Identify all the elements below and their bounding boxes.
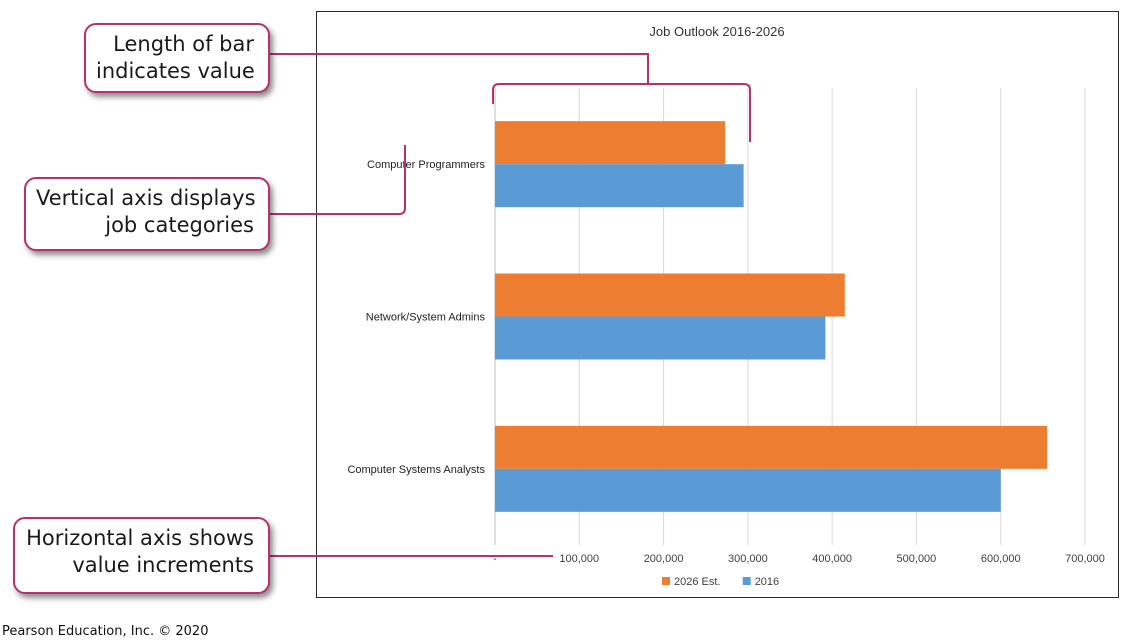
callout-line: value increments bbox=[72, 553, 254, 577]
bar-length-callout: Length of bar indicates value bbox=[84, 23, 270, 93]
bar-2026-est bbox=[495, 425, 1048, 469]
legend-swatch bbox=[662, 577, 670, 585]
callout-line: Horizontal axis shows bbox=[26, 526, 254, 550]
callout-line: Length of bar bbox=[113, 32, 254, 56]
bar-2016 bbox=[495, 316, 826, 360]
bar-2026-est bbox=[495, 273, 845, 317]
x-tick-label: 700,000 bbox=[1065, 553, 1105, 565]
bar-2016 bbox=[495, 468, 1001, 512]
callout-line: indicates value bbox=[96, 59, 255, 83]
x-tick-label: 300,000 bbox=[728, 553, 768, 565]
copyright-credit: Pearson Education, Inc. © 2020 bbox=[2, 624, 209, 639]
callout-line: job categories bbox=[105, 213, 254, 237]
legend-label: 2026 Est. bbox=[674, 576, 720, 588]
x-tick-label: 400,000 bbox=[812, 553, 852, 565]
chart-title: Job Outlook 2016-2026 bbox=[649, 24, 784, 39]
callout-line: Vertical axis displays bbox=[36, 186, 256, 210]
chart-frame: Job Outlook 2016-2026 - 100,000 200,000 300,… bbox=[316, 11, 1119, 598]
y-category-label: Computer Systems Analysts bbox=[347, 464, 485, 476]
x-tick-label: - bbox=[493, 553, 497, 565]
y-category-label: Computer Programmers bbox=[367, 159, 485, 171]
bar-2016 bbox=[495, 164, 744, 208]
x-tick-label: 200,000 bbox=[644, 553, 684, 565]
x-tick-label: 600,000 bbox=[981, 553, 1021, 565]
y-category-label: Network/System Admins bbox=[366, 312, 486, 324]
legend-swatch bbox=[742, 577, 751, 585]
x-tick-label: 100,000 bbox=[559, 553, 599, 565]
legend-label: 2016 bbox=[755, 576, 779, 588]
bar-chart: Job Outlook 2016-2026 - 100,000 200,000 300,… bbox=[347, 24, 1105, 588]
vertical-axis-callout: Vertical axis displays job categories bbox=[24, 177, 270, 251]
bar-2026-est bbox=[495, 121, 726, 165]
horizontal-axis-callout: Horizontal axis shows value increments bbox=[13, 517, 270, 594]
x-tick-label: 500,000 bbox=[897, 553, 937, 565]
